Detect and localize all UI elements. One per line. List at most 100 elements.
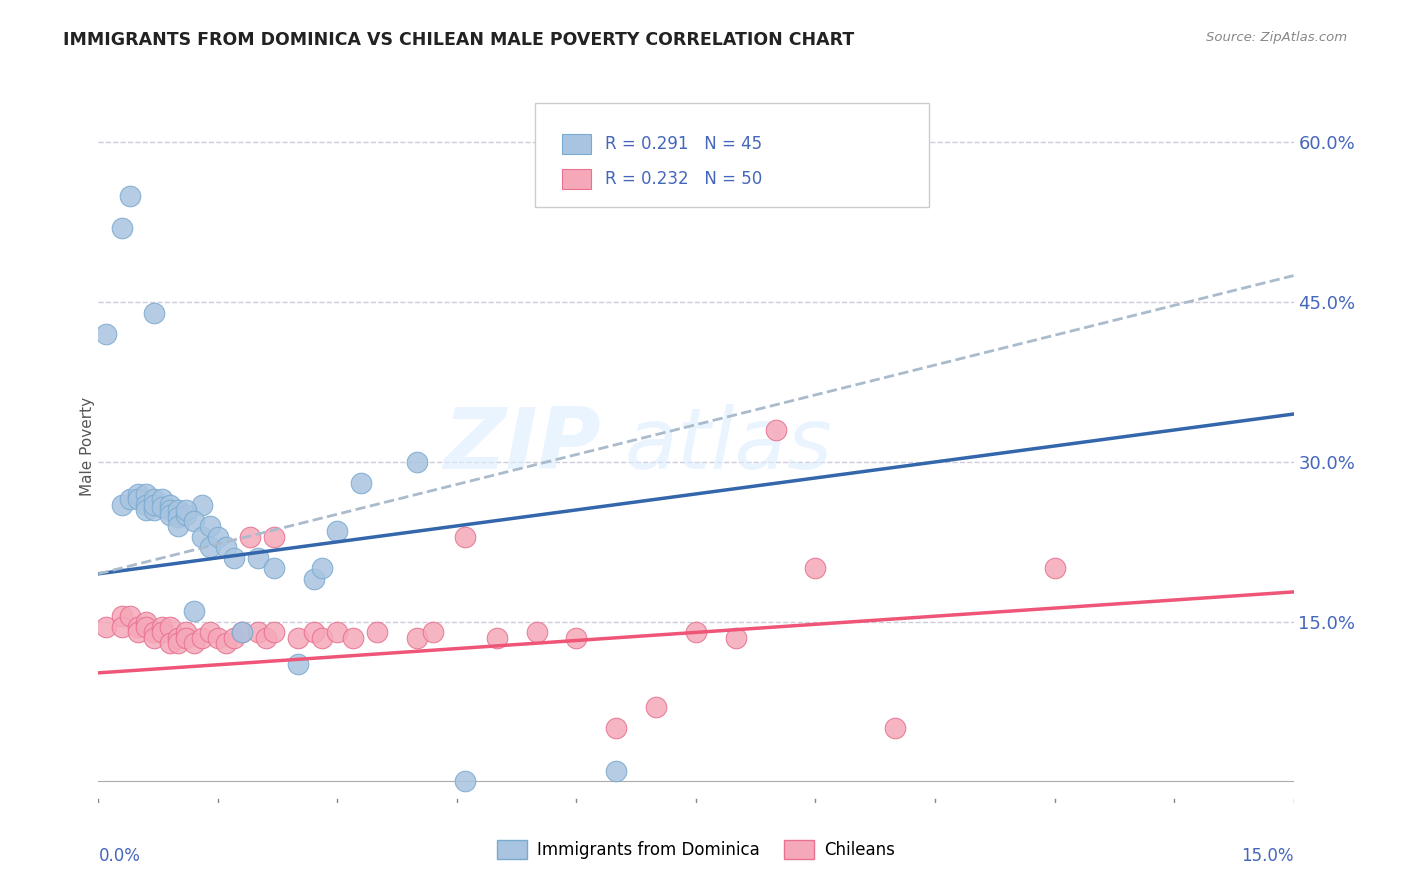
Point bbox=[207, 631, 229, 645]
Point bbox=[135, 487, 157, 501]
Point bbox=[150, 492, 173, 507]
Point bbox=[215, 540, 238, 554]
Point bbox=[215, 636, 238, 650]
Text: R = 0.291   N = 45: R = 0.291 N = 45 bbox=[605, 135, 762, 153]
Point bbox=[804, 561, 827, 575]
Text: atlas: atlas bbox=[624, 404, 832, 488]
Point bbox=[454, 774, 477, 789]
Point bbox=[287, 657, 309, 672]
Point bbox=[135, 620, 157, 634]
Point bbox=[198, 519, 221, 533]
Point bbox=[406, 631, 429, 645]
Point bbox=[231, 625, 253, 640]
Point bbox=[1043, 561, 1066, 575]
Point bbox=[167, 510, 190, 524]
Text: R = 0.232   N = 50: R = 0.232 N = 50 bbox=[605, 170, 762, 188]
Point bbox=[526, 625, 548, 640]
Point bbox=[167, 636, 190, 650]
Point bbox=[366, 625, 388, 640]
Point bbox=[485, 631, 508, 645]
Point bbox=[111, 220, 134, 235]
Point bbox=[565, 631, 588, 645]
Point bbox=[884, 721, 907, 735]
Point bbox=[183, 604, 205, 618]
Point bbox=[311, 631, 333, 645]
Point bbox=[120, 609, 142, 624]
Point bbox=[167, 631, 190, 645]
Point bbox=[254, 631, 277, 645]
Point bbox=[167, 519, 190, 533]
Text: ZIP: ZIP bbox=[443, 404, 600, 488]
Point bbox=[263, 625, 285, 640]
Point bbox=[96, 327, 118, 342]
Point bbox=[222, 631, 245, 645]
Point bbox=[183, 636, 205, 650]
Point bbox=[159, 620, 181, 634]
FancyBboxPatch shape bbox=[534, 103, 929, 207]
Point bbox=[143, 625, 166, 640]
Point bbox=[159, 636, 181, 650]
Point bbox=[246, 625, 269, 640]
Point bbox=[167, 503, 190, 517]
Point bbox=[326, 524, 349, 539]
Point bbox=[605, 721, 627, 735]
Point bbox=[143, 503, 166, 517]
Point bbox=[239, 529, 262, 543]
Point bbox=[143, 631, 166, 645]
Point bbox=[159, 498, 181, 512]
Point bbox=[454, 529, 477, 543]
Point bbox=[191, 631, 214, 645]
Text: IMMIGRANTS FROM DOMINICA VS CHILEAN MALE POVERTY CORRELATION CHART: IMMIGRANTS FROM DOMINICA VS CHILEAN MALE… bbox=[63, 31, 855, 49]
Bar bbox=[562, 169, 591, 189]
Point bbox=[342, 631, 364, 645]
Point bbox=[263, 561, 285, 575]
Point bbox=[605, 764, 627, 778]
Point bbox=[120, 492, 142, 507]
Point bbox=[326, 625, 349, 640]
Text: 15.0%: 15.0% bbox=[1241, 847, 1294, 865]
Point bbox=[135, 503, 157, 517]
Point bbox=[183, 514, 205, 528]
Point bbox=[191, 498, 214, 512]
Point bbox=[765, 423, 787, 437]
Bar bbox=[562, 134, 591, 153]
Point bbox=[135, 615, 157, 629]
Point bbox=[198, 540, 221, 554]
Point bbox=[167, 508, 190, 523]
Point bbox=[191, 529, 214, 543]
Point bbox=[135, 498, 157, 512]
Point bbox=[150, 620, 173, 634]
Point bbox=[143, 492, 166, 507]
Point bbox=[159, 503, 181, 517]
Point bbox=[222, 550, 245, 565]
Point bbox=[111, 498, 134, 512]
Point bbox=[263, 529, 285, 543]
Point bbox=[302, 625, 325, 640]
Point bbox=[724, 631, 747, 645]
Point bbox=[120, 188, 142, 202]
Point bbox=[174, 631, 197, 645]
Point bbox=[350, 476, 373, 491]
Point bbox=[287, 631, 309, 645]
Point bbox=[231, 625, 253, 640]
Text: 0.0%: 0.0% bbox=[98, 847, 141, 865]
Point bbox=[143, 498, 166, 512]
Point bbox=[150, 500, 173, 514]
Point bbox=[150, 625, 173, 640]
Y-axis label: Male Poverty: Male Poverty bbox=[80, 396, 94, 496]
Point bbox=[127, 625, 149, 640]
Point bbox=[685, 625, 707, 640]
Point bbox=[174, 508, 197, 523]
Point bbox=[127, 620, 149, 634]
Point bbox=[645, 700, 668, 714]
Point bbox=[111, 609, 134, 624]
Point bbox=[207, 529, 229, 543]
Point bbox=[127, 487, 149, 501]
Point bbox=[422, 625, 444, 640]
Point bbox=[302, 572, 325, 586]
Point bbox=[311, 561, 333, 575]
Point bbox=[159, 508, 181, 523]
Point bbox=[143, 306, 166, 320]
Point bbox=[127, 492, 149, 507]
Point bbox=[174, 625, 197, 640]
